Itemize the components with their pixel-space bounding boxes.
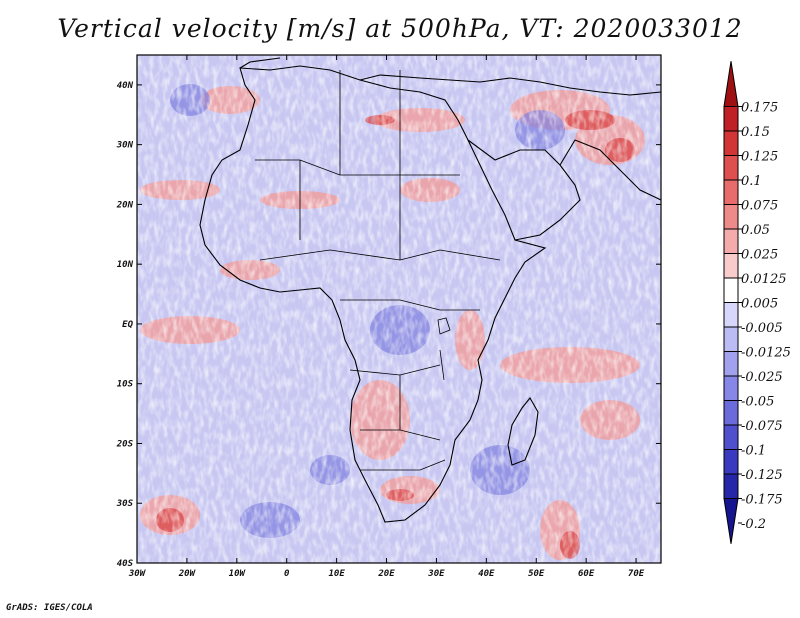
colorbar-swatch [723,130,739,156]
colorbar-label: -0.1 [741,444,766,459]
map-axes: 30W 20W 10W 0 10E 20E 30E 40E 50E 60E 70E 40N 30N 20N… [116,55,661,579]
colorbar-label: -0.005 [741,321,783,336]
colorbar-swatch [723,375,739,401]
colorbar-label: 0.005 [741,297,778,312]
lon-tick-label: 20E [377,569,395,579]
colorbar-swatch [723,204,739,230]
lon-tick-label: 30E [427,569,445,579]
lat-tick-label: 10S [117,380,134,390]
colorbar-swatch [723,473,739,499]
lat-tick-label: 10N [117,260,134,270]
colorbar-top-arrow [723,61,739,107]
colorbar-label: 0.125 [741,150,778,165]
map-frame [136,54,662,564]
lat-tick-label: 30N [116,141,134,151]
colorbar-label: 0.175 [741,101,778,116]
lon-tick-label: 10E [328,569,345,579]
colorbar-swatch [723,302,739,328]
lon-tick-label: 40E [478,569,495,579]
lon-tick-label: 10W [229,569,247,579]
colorbar-label: 0.025 [741,248,778,263]
lon-tick-label: 20W [178,569,197,579]
lon-tick-label: 50E [528,569,545,579]
lat-tick-label: 20N [116,200,134,210]
colorbar-label: 0.075 [741,199,778,214]
colorbar-bottom-arrow [723,498,739,544]
colorbar-swatch [723,106,739,132]
lon-tick-label: 0 [284,569,290,579]
colorbar-swatch [723,351,739,377]
colorbar-label: 0.05 [741,223,770,238]
colorbar-label: 0.15 [741,125,770,140]
colorbar-swatch [723,228,739,254]
colorbar-swatch [723,277,739,303]
lat-tick-label: 30S [116,499,134,509]
lon-tick-label: 60E [578,569,595,579]
colorbar-label: -0.075 [741,419,783,434]
colorbar-swatch [723,449,739,475]
colorbar-label: -0.0125 [741,346,791,361]
colorbar-label: -0.2 [741,517,766,532]
colorbar-label: -0.125 [741,468,783,483]
colorbar-swatch [723,155,739,181]
colorbar-label: -0.05 [741,395,774,410]
map-title: Vertical velocity [m/s] at 500hPa, VT: 2… [57,14,743,43]
colorbar-swatch [723,253,739,279]
grads-credit: GrADS: IGES/COLA [6,603,93,613]
colorbar-label: -0.175 [741,493,783,508]
lat-tick-label: 40S [117,559,134,569]
colorbar: 0.175 0.15 0.125 0.1 0.075 0.05 0.025 0.0125 0.0… [723,61,791,544]
lat-tick-label: EQ [122,320,133,330]
colorbar-swatch [723,400,739,426]
colorbar-swatch [723,424,739,450]
colorbar-swatch [723,179,739,205]
colorbar-label: -0.025 [741,370,783,385]
lat-tick-label: 20S [116,439,134,449]
lon-tick-label: 30W [128,569,147,579]
velocity-field [137,55,661,563]
colorbar-label: 0.1 [741,174,762,189]
colorbar-label: 0.0125 [741,272,787,287]
lat-tick-label: 40N [117,81,134,91]
coastlines [199,57,661,523]
lon-tick-label: 70E [628,569,645,579]
colorbar-swatch [723,326,739,352]
